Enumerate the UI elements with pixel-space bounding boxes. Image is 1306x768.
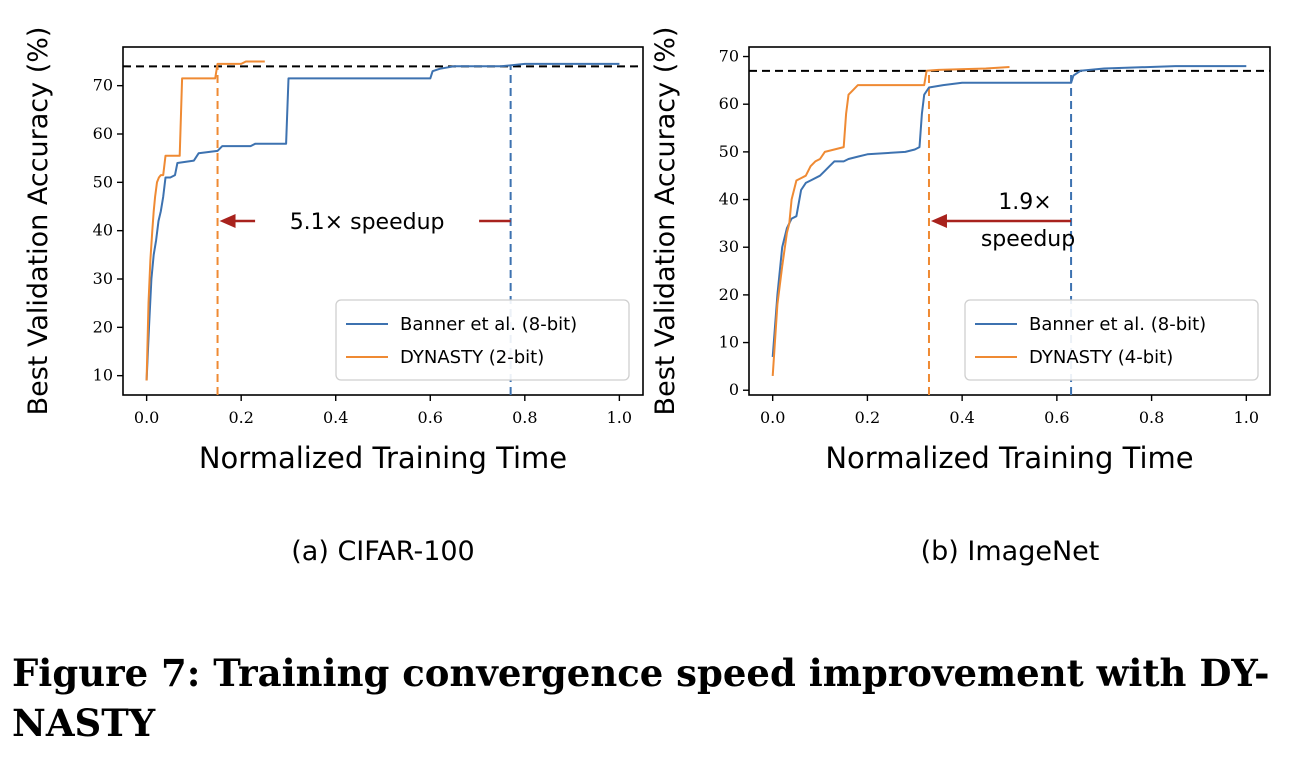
x-tick-label: 0.4	[323, 408, 348, 427]
y-tick-label: 70	[719, 47, 739, 66]
x-tick-label: 0.6	[418, 408, 443, 427]
x-tick-label: 0.4	[949, 408, 974, 427]
series-line-dynasty	[145, 60, 265, 381]
x-tick-label: 0.6	[1044, 408, 1069, 427]
axes-frame	[748, 46, 1271, 396]
y-tick-label: 70	[93, 76, 113, 95]
y-tick-label: 60	[719, 94, 739, 113]
chart-panel-imagenet: 0.0 0.2 0.4 0.6 0.8 1.0 0 10 20 30 40 50 60 70 Normali…	[650, 27, 1271, 567]
x-tick-label: 0.2	[855, 408, 880, 427]
y-tick-label: 10	[93, 366, 113, 385]
speedup-annotation-line2: speedup	[981, 227, 1075, 252]
y-tick-label: 50	[719, 142, 739, 161]
y-tick-label: 40	[719, 190, 739, 209]
x-axis-label: Normalized Training Time	[825, 441, 1193, 475]
speedup-arrow-head	[930, 214, 947, 228]
speedup-arrow-head	[219, 214, 236, 228]
x-tick-label: 0.2	[228, 408, 253, 427]
y-axis-label: Best Validation Accuracy (%)	[650, 27, 681, 416]
legend-box	[335, 299, 630, 381]
legend-label: Banner et al. (8-bit)	[1029, 314, 1206, 335]
legend-box	[964, 299, 1259, 381]
legend-label: DYNASTY (2-bit)	[400, 347, 544, 368]
y-tick-label: 40	[93, 221, 113, 240]
y-tick-label: 30	[93, 269, 113, 288]
x-tick-label: 0.8	[1139, 408, 1164, 427]
axes-frame	[122, 46, 644, 396]
speedup-annotation: 5.1× speedup	[290, 210, 445, 235]
series-line-dynasty	[771, 66, 1010, 376]
x-tick-label: 1.0	[607, 408, 632, 427]
legend-label: Banner et al. (8-bit)	[400, 314, 577, 335]
x-axis-label: Normalized Training Time	[199, 441, 567, 475]
y-tick-label: 30	[719, 237, 739, 256]
legend-label: DYNASTY (4-bit)	[1029, 347, 1173, 368]
subfigure-caption: (a) CIFAR-100	[291, 536, 474, 567]
x-tick-label: 1.0	[1234, 408, 1259, 427]
y-tick-label: 0	[729, 380, 739, 399]
y-tick-label: 60	[93, 124, 113, 143]
y-tick-label: 20	[719, 285, 739, 304]
figure-canvas: 0.0 0.2 0.4 0.6 0.8 1.0 10 20 30 40 50 60 70 Normaliz…	[23, 27, 1271, 567]
speedup-annotation-line1: 1.9×	[998, 190, 1051, 215]
x-tick-label: 0.0	[134, 408, 159, 427]
figure-caption: Figure 7: Training convergence speed imp…	[12, 651, 1270, 745]
chart-panel-cifar100: 0.0 0.2 0.4 0.6 0.8 1.0 10 20 30 40 50 60 70 Normaliz…	[23, 27, 644, 567]
x-tick-label: 0.8	[512, 408, 537, 427]
y-tick-label: 10	[719, 333, 739, 352]
y-axis-label: Best Validation Accuracy (%)	[23, 27, 54, 416]
y-tick-label: 50	[93, 172, 113, 191]
series-line-banner	[771, 65, 1247, 357]
x-tick-label: 0.0	[760, 408, 785, 427]
subfigure-caption: (b) ImageNet	[921, 536, 1100, 567]
series-line-banner	[145, 62, 620, 381]
y-tick-label: 20	[93, 317, 113, 336]
